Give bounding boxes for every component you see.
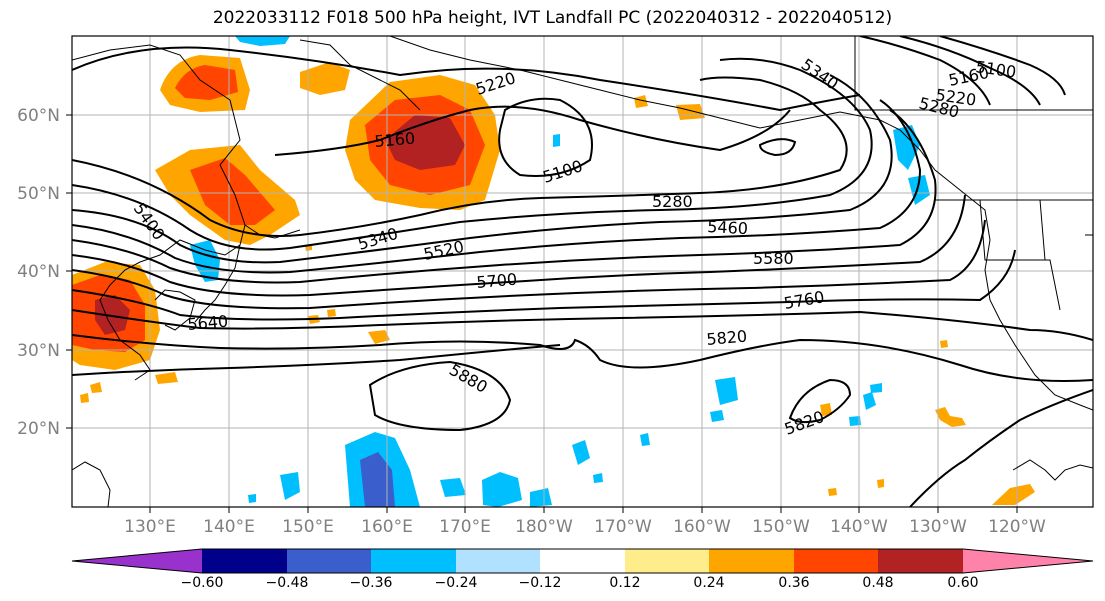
- lat-label: 40°N: [17, 262, 60, 282]
- colorbar: −0.60 −0.48 −0.36 −0.24 −0.12 0.12 0.24 …: [71, 548, 1094, 591]
- colorbar-tick-labels: −0.60 −0.48 −0.36 −0.24 −0.12 0.12 0.24 …: [181, 575, 979, 591]
- lat-label: 20°N: [17, 419, 60, 439]
- colorbar-tick-label: −0.12: [519, 575, 562, 591]
- contour-label: 5820: [706, 327, 748, 349]
- colorbar-tick-label: 0.48: [862, 575, 893, 591]
- graticule: [72, 36, 1093, 507]
- colorbar-segment: [878, 549, 963, 573]
- colorbar-segment: [794, 549, 878, 573]
- colorbar-segment: [202, 549, 287, 573]
- colorbar-tick-label: 0.60: [947, 575, 978, 591]
- lon-label: 170°W: [594, 517, 652, 537]
- colorbar-segment: [540, 549, 625, 573]
- lon-label: 150°E: [282, 517, 334, 537]
- lat-label: 60°N: [17, 106, 60, 126]
- height-contours: [72, 36, 1093, 507]
- lon-label: 140°W: [830, 517, 888, 537]
- lon-label: 170°E: [439, 517, 491, 537]
- longitude-labels: 130°E 140°E 150°E 160°E 170°E 180°W 170°…: [124, 517, 1046, 537]
- colorbar-segment: [625, 549, 709, 573]
- map-title: 2022033112 F018 500 hPa height, IVT Land…: [212, 8, 893, 28]
- colorbar-segments: [71, 548, 1094, 574]
- lon-label: 120°W: [988, 517, 1046, 537]
- contour-label: 5280: [652, 192, 693, 211]
- lat-label: 50°N: [17, 184, 60, 204]
- lon-label: 180°W: [515, 517, 573, 537]
- colorbar-segment: [371, 549, 456, 573]
- colorbar-outline: [71, 548, 1094, 574]
- colorbar-extend-min: [72, 549, 202, 573]
- contour-label: 5640: [187, 312, 229, 334]
- colorbar-tick-label: −0.36: [350, 575, 393, 591]
- colorbar-segment: [456, 549, 540, 573]
- lon-label: 160°E: [361, 517, 413, 537]
- colorbar-tick-label: 0.24: [693, 575, 724, 591]
- colorbar-tick-label: 0.36: [778, 575, 809, 591]
- lon-label: 130°W: [909, 517, 967, 537]
- lon-label: 130°E: [124, 517, 176, 537]
- colorbar-extend-max: [963, 549, 1093, 573]
- contour-label: 5700: [476, 270, 518, 292]
- ivt-positive-shading: [72, 55, 1035, 505]
- axis-ticks: [66, 114, 1018, 513]
- lon-label: 160°W: [673, 517, 731, 537]
- contour-label: 5580: [753, 249, 794, 268]
- ivt-negative-shading: [190, 36, 930, 507]
- colorbar-segment: [709, 549, 794, 573]
- colorbar-tick-label: −0.24: [435, 575, 478, 591]
- colorbar-tick-label: −0.48: [266, 575, 309, 591]
- colorbar-segment: [287, 549, 371, 573]
- colorbar-tick-label: 0.12: [609, 575, 640, 591]
- contour-label: 5460: [707, 217, 749, 238]
- contour-label: 5160: [374, 129, 416, 151]
- lat-label: 30°N: [17, 341, 60, 361]
- colorbar-tick-label: −0.60: [181, 575, 224, 591]
- lon-label: 150°W: [752, 517, 810, 537]
- lon-label: 140°E: [203, 517, 255, 537]
- latitude-labels: 60°N 50°N 40°N 30°N 20°N: [17, 106, 60, 439]
